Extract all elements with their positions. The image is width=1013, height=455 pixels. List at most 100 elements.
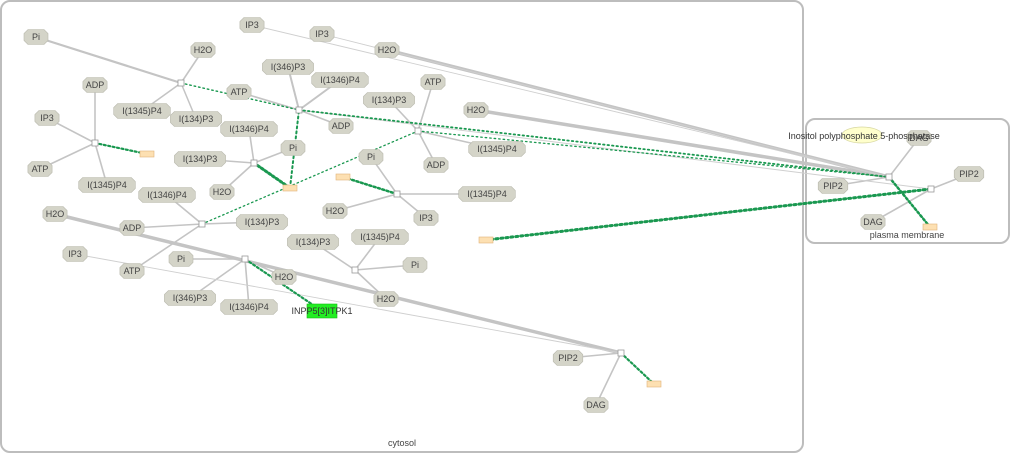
species-node[interactable]: ADP bbox=[328, 118, 354, 134]
sink-node[interactable] bbox=[139, 150, 155, 158]
species-node[interactable]: IP3 bbox=[413, 210, 439, 226]
species-shape bbox=[190, 42, 216, 58]
species-label: H2O bbox=[194, 45, 213, 55]
sink-node[interactable] bbox=[922, 223, 938, 231]
species-node[interactable]: ATP bbox=[420, 74, 446, 90]
species-node[interactable]: IP3 bbox=[309, 26, 335, 42]
species-shape bbox=[351, 229, 409, 245]
species-node[interactable]: Pi bbox=[402, 257, 428, 273]
species-node[interactable]: H2O bbox=[322, 203, 348, 219]
species-node[interactable]: H2O bbox=[209, 184, 235, 200]
species-label: I(1346)P4 bbox=[147, 190, 187, 200]
species-node[interactable]: H2O bbox=[271, 269, 297, 285]
species-node[interactable]: I(346)P3 bbox=[164, 290, 216, 306]
species-shape bbox=[311, 72, 369, 88]
species-label: IP3 bbox=[315, 29, 329, 39]
species-node[interactable]: I(1345)P4 bbox=[468, 141, 526, 157]
species-label: H2O bbox=[46, 209, 65, 219]
species-node[interactable]: ATP bbox=[27, 161, 53, 177]
species-node[interactable]: H2O bbox=[374, 42, 400, 58]
species-node[interactable]: I(1345)P4 bbox=[113, 103, 171, 119]
reaction-node[interactable] bbox=[414, 127, 422, 135]
reaction-node[interactable] bbox=[295, 106, 303, 114]
species-node[interactable]: IP3 bbox=[239, 17, 265, 33]
enzyme-inpp5-itpk1[interactable]: INPP5[3]ITPK1 bbox=[291, 303, 353, 319]
species-node[interactable]: ADP bbox=[119, 220, 145, 236]
species-node[interactable]: I(134)P3 bbox=[174, 151, 226, 167]
reaction-node[interactable] bbox=[617, 349, 625, 357]
species-node[interactable]: H2O bbox=[42, 206, 68, 222]
species-shape bbox=[34, 110, 60, 126]
species-node[interactable]: H2O bbox=[463, 102, 489, 118]
reaction-node[interactable] bbox=[927, 185, 935, 193]
regulation-link bbox=[298, 109, 890, 178]
reaction-node[interactable] bbox=[91, 139, 99, 147]
species-node[interactable]: I(1345)P4 bbox=[458, 186, 516, 202]
reaction-node[interactable] bbox=[198, 220, 206, 228]
cytosol-label: cytosol bbox=[388, 438, 416, 448]
species-shape bbox=[328, 118, 354, 134]
reaction-node[interactable] bbox=[351, 266, 359, 274]
species-node[interactable]: Pi bbox=[280, 140, 306, 156]
species-node[interactable]: IP3 bbox=[34, 110, 60, 126]
species-label: I(1346)P4 bbox=[229, 302, 269, 312]
sink-node[interactable] bbox=[478, 236, 494, 244]
species-label: H2O bbox=[275, 272, 294, 282]
species-node[interactable]: Pi bbox=[168, 251, 194, 267]
species-shape bbox=[463, 102, 489, 118]
plasma-membrane-compartment[interactable] bbox=[805, 118, 1010, 244]
species-node[interactable]: PIP2 bbox=[817, 178, 849, 194]
species-node[interactable]: PIP2 bbox=[953, 166, 985, 182]
reaction-node[interactable] bbox=[241, 255, 249, 263]
species-node[interactable]: ADP bbox=[423, 157, 449, 173]
species-node[interactable]: ATP bbox=[119, 263, 145, 279]
species-node[interactable]: I(134)P3 bbox=[363, 92, 415, 108]
species-label: IP3 bbox=[68, 249, 82, 259]
species-node[interactable]: Pi bbox=[23, 29, 49, 45]
species-node[interactable]: IP3 bbox=[62, 246, 88, 262]
species-node[interactable]: I(134)P3 bbox=[287, 234, 339, 250]
species-node[interactable]: H2O bbox=[373, 291, 399, 307]
sink-node[interactable] bbox=[646, 380, 662, 388]
species-node[interactable]: I(134)P3 bbox=[236, 214, 288, 230]
species-shape bbox=[170, 111, 222, 127]
reaction-edge bbox=[251, 24, 890, 178]
enzyme-inpp5-itpk1-box[interactable] bbox=[306, 303, 338, 319]
species-node[interactable]: I(134)P3 bbox=[170, 111, 222, 127]
sink-node[interactable] bbox=[282, 184, 298, 192]
species-node[interactable]: PIP2 bbox=[552, 350, 584, 366]
species-node[interactable]: I(1346)P4 bbox=[220, 121, 278, 137]
species-shape bbox=[583, 397, 609, 413]
species-shape bbox=[817, 178, 849, 194]
reaction-node[interactable] bbox=[177, 79, 185, 87]
enzyme-inositol-phosphatase[interactable]: Inositol polyphosphate 5-phosphatase bbox=[788, 126, 940, 144]
reaction-edge bbox=[417, 81, 434, 132]
species-node[interactable]: Pi bbox=[358, 149, 384, 165]
catalysis-link bbox=[252, 161, 292, 190]
reaction-node[interactable] bbox=[250, 159, 258, 167]
sink-node[interactable] bbox=[335, 173, 351, 181]
species-label: ADP bbox=[123, 223, 142, 233]
species-node[interactable]: DAG bbox=[583, 397, 609, 413]
species-node[interactable]: DAG bbox=[860, 214, 886, 230]
species-node[interactable]: I(1346)P4 bbox=[311, 72, 369, 88]
species-node[interactable]: DAG bbox=[906, 130, 932, 146]
species-node[interactable]: ADP bbox=[82, 77, 108, 93]
species-node[interactable]: I(1345)P4 bbox=[351, 229, 409, 245]
species-shape bbox=[239, 17, 265, 33]
species-shape bbox=[220, 299, 278, 315]
species-label: H2O bbox=[213, 187, 232, 197]
reaction-node[interactable] bbox=[885, 173, 893, 181]
species-label: H2O bbox=[467, 105, 486, 115]
species-node[interactable]: I(1346)P4 bbox=[220, 299, 278, 315]
species-shape bbox=[413, 210, 439, 226]
species-node[interactable]: H2O bbox=[190, 42, 216, 58]
species-node[interactable]: I(1346)P4 bbox=[138, 187, 196, 203]
reaction-node[interactable] bbox=[393, 190, 401, 198]
enzyme-inositol-phosphatase-shape[interactable] bbox=[841, 126, 883, 144]
species-node[interactable]: ATP bbox=[226, 84, 252, 100]
species-node[interactable]: I(346)P3 bbox=[262, 59, 314, 75]
catalysis-link bbox=[341, 175, 399, 196]
species-node[interactable]: I(1345)P4 bbox=[78, 177, 136, 193]
reaction-edge bbox=[244, 258, 250, 308]
